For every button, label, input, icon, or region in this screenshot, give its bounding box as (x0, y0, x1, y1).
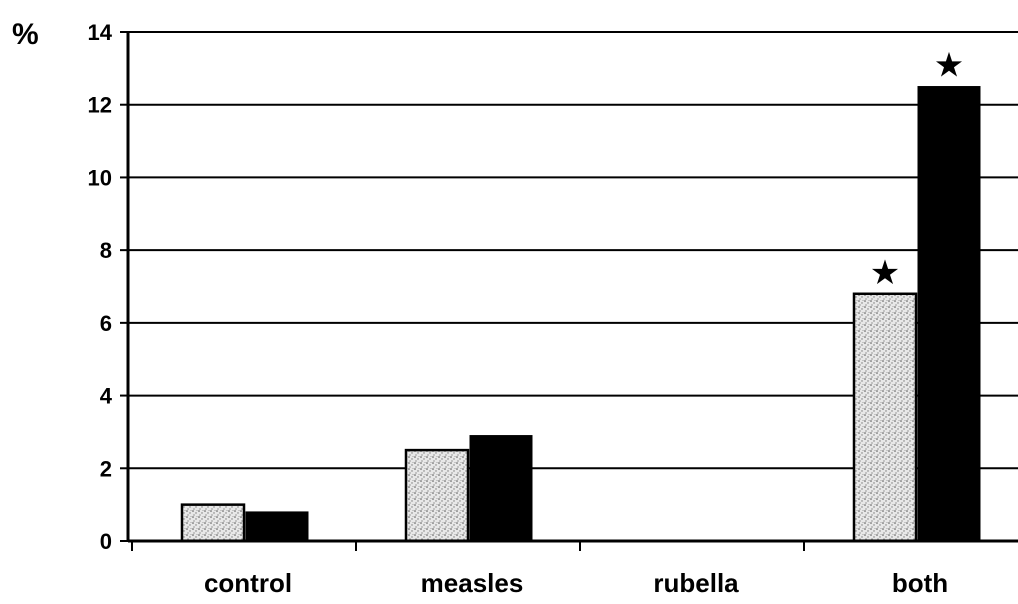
bar-control-series-2 (245, 511, 309, 542)
axes (120, 31, 1018, 551)
y-tick-label: 8 (100, 238, 112, 263)
bars (180, 86, 981, 543)
y-tick-label: 10 (88, 165, 112, 190)
y-tick-label: 12 (88, 93, 112, 118)
x-category-label: control (204, 568, 292, 598)
x-category-label: rubella (653, 568, 739, 598)
y-tick-label: 14 (88, 20, 113, 45)
y-tick-label: 0 (100, 529, 112, 554)
bar-both-series-1 (852, 292, 918, 543)
significance-star: ★ (934, 47, 964, 85)
y-tick-label: 4 (100, 384, 113, 409)
bar-control-series-1 (180, 503, 246, 543)
bar-measles-series-1 (404, 448, 470, 543)
y-tick-label: 6 (100, 311, 112, 336)
x-category-label: both (892, 568, 948, 598)
gridlines (128, 31, 1018, 470)
y-tick-label: 2 (100, 456, 112, 481)
significance-star: ★ (870, 254, 900, 292)
bar-measles-series-2 (469, 435, 533, 542)
y-axis-label: % (12, 18, 39, 51)
bar-both-series-2 (917, 86, 981, 542)
x-category-label: measles (421, 568, 524, 598)
labels: 0 2 4 6 8 10 12 14% ★ ★ control measles rubella both (12, 18, 964, 598)
